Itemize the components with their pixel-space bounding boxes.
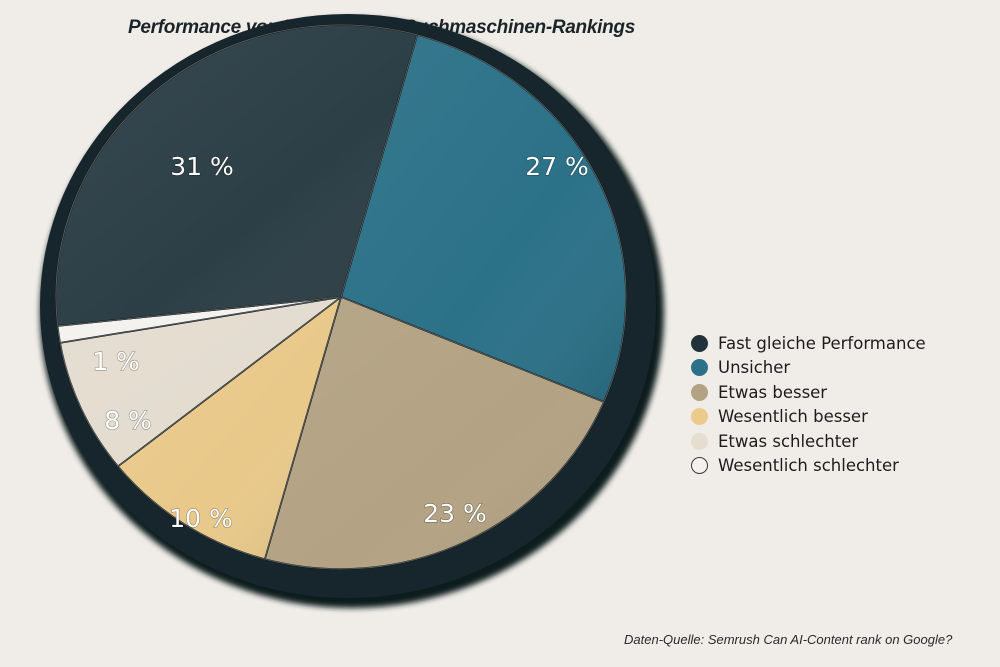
pie-slice-highlight <box>264 296 605 570</box>
slice-value-label: 31 % <box>170 152 234 181</box>
legend-label: Wesentlich besser <box>718 407 868 427</box>
legend-label: Etwas besser <box>718 382 828 402</box>
legend-item: Fast gleiche Performance <box>691 331 926 356</box>
slice-value-label: 23 % <box>423 499 487 528</box>
legend-label: Wesentlich schlechter <box>718 456 899 476</box>
slice-value-label: 1 % <box>92 347 140 376</box>
legend-item: Etwas besser <box>691 380 926 405</box>
legend-item: Wesentlich besser <box>691 405 926 430</box>
pie-slice-highlight <box>117 295 342 560</box>
legend-swatch-icon <box>691 359 708 377</box>
legend-item: Unsicher <box>691 356 926 381</box>
slice-value-label: 8 % <box>104 406 152 435</box>
legend-swatch-icon <box>691 334 708 352</box>
legend-label: Fast gleiche Performance <box>718 333 926 353</box>
pie-labels: 31 % 27 % 23 % 10 % 8 % 1 % <box>92 151 590 533</box>
legend: Fast gleiche Performance Unsicher Etwas be… <box>691 331 926 478</box>
slice-value-label: 10 % <box>169 504 233 533</box>
legend-swatch-icon <box>691 432 708 450</box>
pie-slices <box>55 24 627 570</box>
legend-swatch-icon <box>691 383 708 401</box>
legend-swatch-icon <box>691 457 708 475</box>
legend-swatch-icon <box>691 408 708 426</box>
source-note: Daten-Quelle: Semrush Can AI-Content ran… <box>624 632 953 647</box>
slice-value-label: 27 % <box>525 152 589 181</box>
pie-slice-highlight <box>340 34 627 403</box>
legend-label: Unsicher <box>718 358 791 378</box>
pie-slice-highlight <box>55 24 418 327</box>
pie-slice-highlight <box>59 296 342 467</box>
legend-item: Etwas schlechter <box>691 429 926 454</box>
legend-label: Etwas schlechter <box>718 431 859 451</box>
legend-item: Wesentlich schlechter <box>691 454 926 479</box>
